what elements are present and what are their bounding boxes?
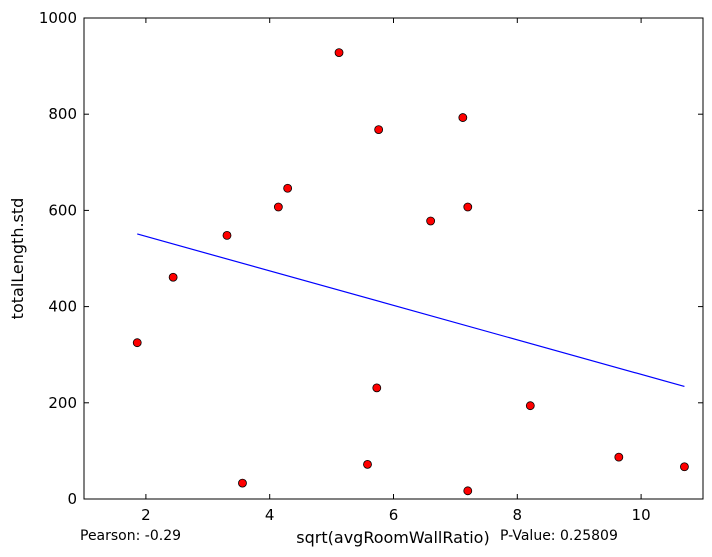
data-point: [273, 202, 283, 212]
y-tick-label: 1000: [39, 9, 77, 27]
data-points: [132, 48, 689, 496]
data-point: [525, 401, 535, 411]
y-tick-label: 600: [48, 201, 77, 219]
data-point: [372, 383, 382, 393]
pearson-stat: Pearson: -0.29: [80, 528, 182, 544]
regression-line-group: [137, 233, 685, 388]
plot-frame: [83, 17, 704, 500]
data-point: [168, 272, 178, 282]
data-point: [222, 231, 232, 240]
regression-line: [137, 233, 685, 388]
data-point: [463, 202, 473, 212]
x-tick-label: 4: [265, 506, 275, 524]
data-point: [463, 486, 473, 496]
data-point: [426, 216, 436, 226]
x-tick-label: 6: [389, 506, 399, 524]
data-point: [680, 462, 689, 472]
x-tick-label: 2: [141, 506, 151, 524]
x-axis-label: sqrt(avgRoomWallRatio): [296, 528, 489, 547]
p-value-stat: P-Value: 0.25809: [500, 528, 618, 544]
x-tick-label: 10: [632, 506, 651, 524]
y-tick-label: 400: [48, 298, 77, 316]
data-point: [374, 125, 384, 134]
data-point: [334, 48, 344, 58]
y-tick-label: 0: [67, 490, 77, 508]
x-tick-label: 8: [513, 506, 523, 524]
data-point: [363, 459, 372, 469]
data-point: [238, 478, 247, 488]
y-tick-label: 800: [48, 105, 77, 123]
y-tick-label: 200: [48, 394, 77, 412]
y-axis-label: totalLength.std: [8, 198, 27, 320]
data-point: [132, 338, 142, 348]
data-point: [283, 183, 293, 193]
data-point: [614, 452, 624, 462]
data-point: [458, 113, 468, 122]
axis-ticks: 2 4 6 8 10 0 200 400 600 800 1000: [39, 9, 703, 524]
